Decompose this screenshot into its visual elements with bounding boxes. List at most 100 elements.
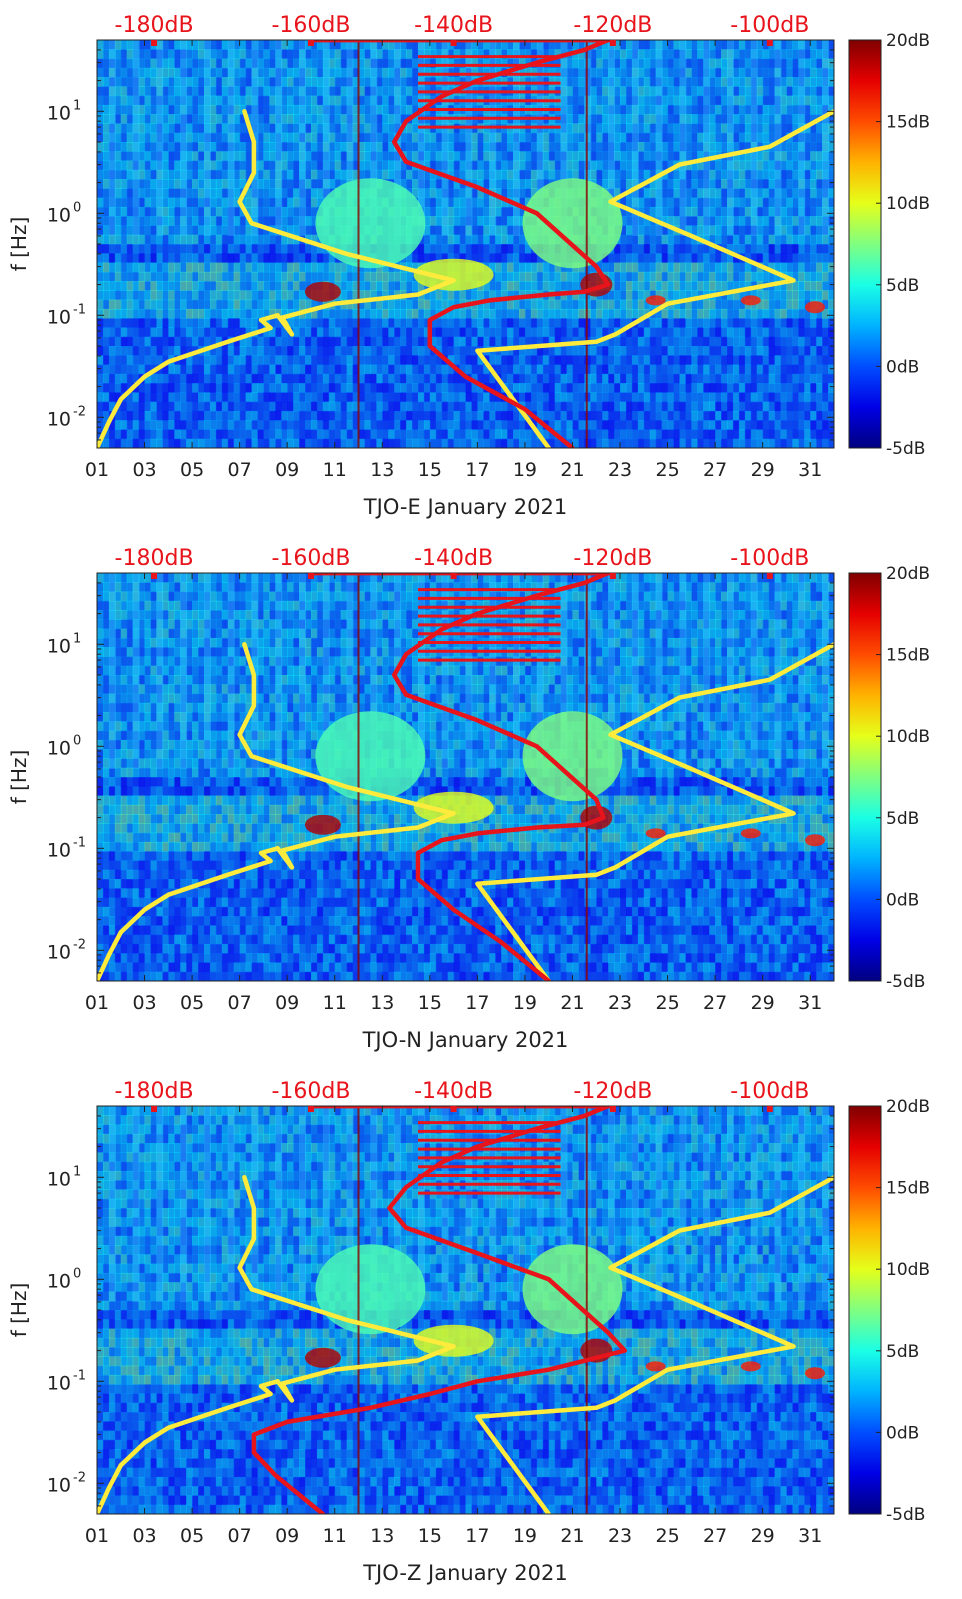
spectrogram-cell <box>120 40 128 50</box>
spectrogram-cell <box>227 225 235 236</box>
spectrogram-cell <box>631 58 639 69</box>
spectrogram-cell <box>102 58 110 69</box>
spectrogram-cell <box>489 234 496 245</box>
spectrogram-cell <box>227 327 235 338</box>
spectrogram-cell <box>673 364 681 375</box>
spectrogram-cell <box>126 318 134 329</box>
spectrogram-cell <box>429 253 437 264</box>
spectrogram-cell <box>144 383 152 393</box>
spectrogram-cell <box>661 49 669 60</box>
spectrogram-cell <box>340 410 348 421</box>
spectrogram-cell <box>750 290 758 301</box>
spectrogram-cell <box>738 308 746 319</box>
spectrogram-cell <box>554 373 562 384</box>
spectrogram-cell <box>126 346 134 356</box>
spectrogram-cell <box>209 114 217 125</box>
spectrogram-cell <box>108 123 116 134</box>
spectrogram-cell <box>168 383 175 393</box>
spectrogram-cell <box>471 346 478 356</box>
spectrogram-cell <box>198 132 205 143</box>
spectrogram-cell <box>245 95 253 106</box>
spectrogram-cell <box>221 206 229 217</box>
spectrogram-cell <box>637 123 645 134</box>
spectrogram-cell <box>738 234 746 245</box>
spectrogram-cell <box>667 336 675 347</box>
spectrogram-cell <box>732 160 740 171</box>
spectrogram-cell <box>263 420 270 431</box>
spectrogram-cell <box>310 67 318 78</box>
spectrogram-cell <box>150 188 158 199</box>
spectrogram-cell <box>471 318 478 329</box>
spectrogram-cell <box>251 383 259 393</box>
spectrogram-cell <box>756 206 764 217</box>
spectrogram-cell <box>477 169 484 180</box>
spectrogram-cell <box>703 86 710 97</box>
spectrogram-cell <box>697 169 704 180</box>
spectrogram-cell <box>233 142 241 152</box>
spectrogram-cell <box>560 429 568 440</box>
spectrogram-cell <box>174 234 181 245</box>
spectrogram-cell <box>548 318 556 329</box>
spectrogram-cell <box>738 429 746 440</box>
spectrogram-cell <box>756 123 764 134</box>
spectrogram-cell <box>721 438 728 448</box>
spectrogram-cell <box>596 123 603 134</box>
spectrogram-cell <box>691 49 698 60</box>
spectrogram-cell <box>655 142 663 152</box>
spectrogram-cell <box>310 123 318 134</box>
spectrogram-cell <box>631 67 639 78</box>
spectrogram-cell <box>685 420 692 431</box>
spectrogram-cell <box>281 179 288 189</box>
spectrogram-cell <box>697 104 704 115</box>
spectrogram-cell <box>364 58 371 69</box>
spectrogram-cell <box>620 114 627 125</box>
spectrogram-cell <box>727 216 734 227</box>
spectrogram-cell <box>406 95 413 106</box>
spectrogram-cell <box>257 142 265 152</box>
spectrogram-cell <box>370 336 377 347</box>
spectrogram-cell <box>667 244 675 254</box>
spectrogram-cell <box>691 225 698 236</box>
spectrogram-cell <box>679 123 687 134</box>
spectrogram-cell <box>685 262 692 273</box>
spectrogram-cell <box>180 327 187 338</box>
spectrogram-cell <box>643 151 651 162</box>
spectrogram-cell <box>394 77 401 87</box>
spectrogram-cell <box>328 49 336 60</box>
spectrogram-cell <box>756 346 764 356</box>
spectrogram-cell <box>293 104 300 115</box>
spectrogram-cell <box>305 142 312 152</box>
spectrogram-cell <box>524 179 532 189</box>
spectrogram-cell <box>215 410 223 421</box>
spectrogram-cell <box>495 49 502 60</box>
spectrogram-cell <box>435 299 443 310</box>
spectrogram-cell <box>126 373 134 384</box>
spectrogram-cell <box>756 188 764 199</box>
spectrogram-cell <box>578 392 585 403</box>
spectrogram-cell <box>447 234 455 245</box>
spectrogram-cell <box>673 401 681 412</box>
spectrogram-cell <box>269 299 276 310</box>
spectrogram-cell <box>697 262 704 273</box>
spectrogram-cell <box>198 281 205 291</box>
spectrogram-cell <box>727 262 734 273</box>
spectrogram-cell <box>358 327 366 338</box>
spectrogram-cell <box>590 142 597 152</box>
spectrogram-cell <box>655 160 663 171</box>
spectrogram-cell <box>596 179 603 189</box>
spectrogram-cell <box>447 206 455 217</box>
spectrogram-cell <box>495 216 502 227</box>
spectrogram-cell <box>132 104 140 115</box>
spectrogram-cell <box>174 123 181 134</box>
spectrogram-cell <box>673 216 681 227</box>
spectrogram-cell <box>530 169 538 180</box>
spectrogram-cell <box>346 392 354 403</box>
spectrogram-cell <box>673 49 681 60</box>
spectrogram-cell <box>174 383 181 393</box>
spectrogram-cell <box>762 383 770 393</box>
spectrogram-cell <box>281 188 288 199</box>
spectrogram-cell <box>108 132 116 143</box>
spectrogram-cell <box>744 355 752 366</box>
spectrogram-cell <box>108 438 116 448</box>
spectrogram-cell <box>281 67 288 78</box>
